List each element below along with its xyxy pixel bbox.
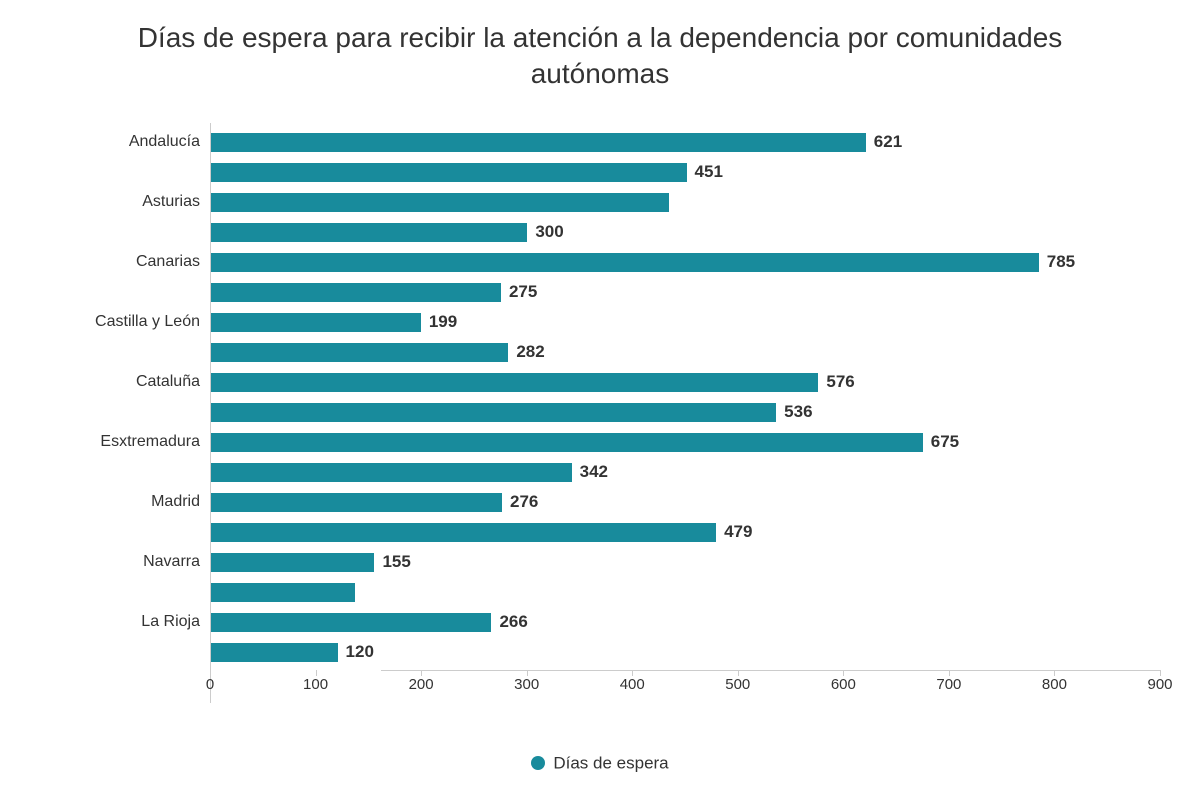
bar-row: 300 [211, 223, 527, 242]
bar-value-label: 621 [874, 132, 902, 152]
bar [211, 223, 527, 242]
bar [211, 433, 923, 452]
x-axis-tick-mark [421, 670, 422, 676]
bar [211, 313, 421, 332]
bar-row: 282 [211, 343, 508, 362]
x-axis-tick-label: 800 [1042, 676, 1067, 693]
x-axis-tick-label: 600 [831, 676, 856, 693]
bar [211, 523, 716, 542]
bar-value-label: 785 [1047, 252, 1075, 272]
bar-value-label: 536 [784, 402, 812, 422]
legend: Días de espera [40, 753, 1160, 774]
y-axis-label: La Rioja [141, 613, 200, 631]
bar-row: 120 [211, 643, 338, 662]
bar-value-label: 266 [499, 612, 527, 632]
bar [211, 133, 866, 152]
bar-value-label: 479 [724, 522, 752, 542]
bar-row: 479 [211, 523, 716, 542]
bar-row [211, 193, 669, 212]
bar [211, 163, 687, 182]
x-axis-tick-label: 400 [620, 676, 645, 693]
x-axis-tick-mark [316, 670, 317, 676]
bar-value-label: 120 [346, 642, 374, 662]
x-axis-tick-mark [1054, 670, 1055, 676]
bar-row: 576 [211, 373, 818, 392]
x-axis-tick-mark [1160, 670, 1161, 676]
bar-row: 155 [211, 553, 374, 572]
y-axis-label: Castilla y León [95, 313, 200, 331]
legend-label: Días de espera [553, 753, 668, 772]
chart-container: Días de espera para recibir la atención … [0, 0, 1200, 800]
bar-row: 199 [211, 313, 421, 332]
bar [211, 373, 818, 392]
x-axis-ticks: 0100200300400500600700800900 [210, 676, 1160, 696]
bar [211, 643, 338, 662]
bar-value-label: 199 [429, 312, 457, 332]
bar-row: 536 [211, 403, 776, 422]
bar-row: 621 [211, 133, 866, 152]
bar-row: 451 [211, 163, 687, 182]
bar-value-label: 300 [535, 222, 563, 242]
bar [211, 343, 508, 362]
bar [211, 553, 374, 572]
x-axis-tick-label: 300 [514, 676, 539, 693]
bar [211, 463, 572, 482]
y-axis-labels: Andalucía Asturias Canarias Castilla y León… [40, 123, 210, 703]
bar-row [211, 583, 355, 602]
bar-value-label: 576 [826, 372, 854, 392]
x-axis-tick-label: 200 [409, 676, 434, 693]
bar-row: 785 [211, 253, 1039, 272]
x-axis-tick-mark [210, 670, 211, 676]
x-axis-tick-label: 0 [206, 676, 214, 693]
bar [211, 283, 501, 302]
x-axis-tick-label: 900 [1147, 676, 1172, 693]
x-axis-tick-mark [843, 670, 844, 676]
bar-row: 266 [211, 613, 491, 632]
y-axis-label: Canarias [136, 253, 200, 271]
bar [211, 583, 355, 602]
bar [211, 613, 491, 632]
bar-value-label: 342 [580, 462, 608, 482]
y-axis-label: Navarra [143, 553, 200, 571]
bar-row: 275 [211, 283, 501, 302]
bars-region: 621 451 300 785 275 199 282 576 536 675 342 276 479 1… [210, 123, 1160, 703]
bar [211, 403, 776, 422]
y-axis-label: Andalucía [129, 133, 200, 151]
bar-row: 675 [211, 433, 923, 452]
bar-value-label: 275 [509, 282, 537, 302]
x-axis-tick-mark [738, 670, 739, 676]
bar-value-label: 155 [382, 552, 410, 572]
x-axis-tick-label: 100 [303, 676, 328, 693]
bar [211, 193, 669, 212]
bar [211, 253, 1039, 272]
bar-value-label: 451 [695, 162, 723, 182]
y-axis-label: Cataluña [136, 373, 200, 391]
y-axis-label: Asturias [142, 193, 200, 211]
x-axis-tick-mark [527, 670, 528, 676]
y-axis-label: Esxtremadura [100, 433, 200, 451]
bar-row: 276 [211, 493, 502, 512]
x-axis-tick-mark [632, 670, 633, 676]
x-axis-tick-label: 500 [725, 676, 750, 693]
bar-row: 342 [211, 463, 572, 482]
y-axis-label: Madrid [151, 493, 200, 511]
legend-marker [531, 756, 545, 770]
plot-area: Andalucía Asturias Canarias Castilla y León… [40, 123, 1160, 703]
bar-value-label: 276 [510, 492, 538, 512]
bar-value-label: 282 [516, 342, 544, 362]
x-axis-line [381, 670, 1160, 671]
chart-title: Días de espera para recibir la atención … [40, 20, 1160, 93]
x-axis-tick-mark [949, 670, 950, 676]
bar-value-label: 675 [931, 432, 959, 452]
bar [211, 493, 502, 512]
x-axis-tick-label: 700 [936, 676, 961, 693]
